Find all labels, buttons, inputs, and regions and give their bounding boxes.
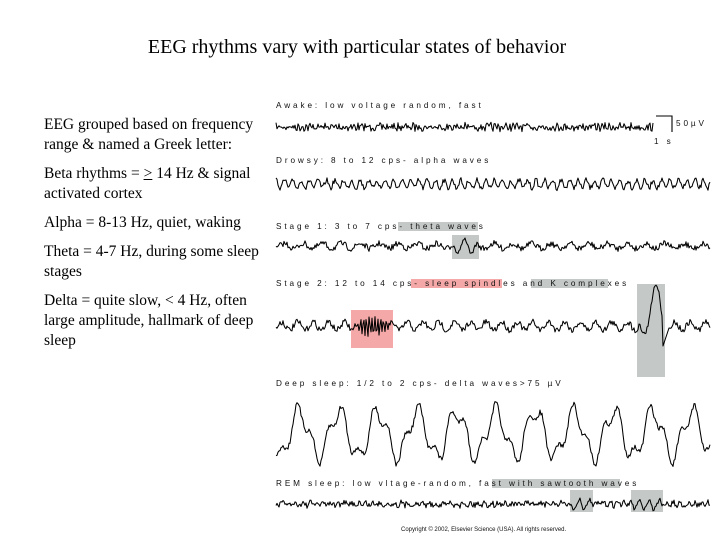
deep-sleep-delta-trace [275,401,711,467]
alpha-paragraph: Alpha = 8-13 Hz, quiet, waking [44,214,241,231]
intro-paragraph: EEG grouped based on frequency range & n… [44,116,254,153]
trace-label-stage1: Stage 1: 3 to 7 cps- theta waves [276,222,486,231]
theta-label-highlight [398,222,478,231]
sawtooth-label-highlight [492,479,620,488]
spindle-wave-highlight [351,310,393,348]
trace-label-awake: Awake: low voltage random, fast [276,101,484,110]
eeg-figure: Awake: low voltage random, fast Drowsy: … [275,101,711,533]
scale-time-label: 1 s [654,137,674,146]
theta-paragraph: Theta = 4-7 Hz, during some sleep stages [44,243,259,280]
beta-paragraph: Beta rhythms = > 14 Hz & signal activate… [44,165,251,202]
greater-equal-symbol: > [143,165,153,182]
scale-amplitude-label: 50µV [676,119,707,128]
stage2-spindle-k-trace [275,284,711,347]
stage1-theta-trace [275,237,711,254]
drowsy-alpha-trace [275,177,711,192]
trace-label-deep-sleep: Deep sleep: 1/2 to 2 cps- delta waves>75… [276,379,564,388]
awake-trace [275,121,654,133]
rem-sawtooth-trace [275,497,711,512]
slide-title: EEG rhythms vary with particular states … [147,36,567,58]
trace-label-stage2: Stage 2: 12 to 14 cps- sleep spindles an… [276,279,629,288]
copyright-notice: Copyright © 2002, Elsevier Science (USA)… [401,526,566,533]
trace-label-rem: REM sleep: low vltage-random, fast with … [276,479,639,488]
delta-paragraph: Delta = quite slow, < 4 Hz, often large … [44,292,254,349]
scale-bar: 50µV 1 s [654,115,707,146]
notes-text: EEG grouped based on frequency range & n… [44,115,259,360]
spindle-label-highlight [411,279,502,288]
trace-label-drowsy: Drowsy: 8 to 12 cps- alpha waves [276,156,491,165]
k-complex-label-highlight [531,279,608,288]
